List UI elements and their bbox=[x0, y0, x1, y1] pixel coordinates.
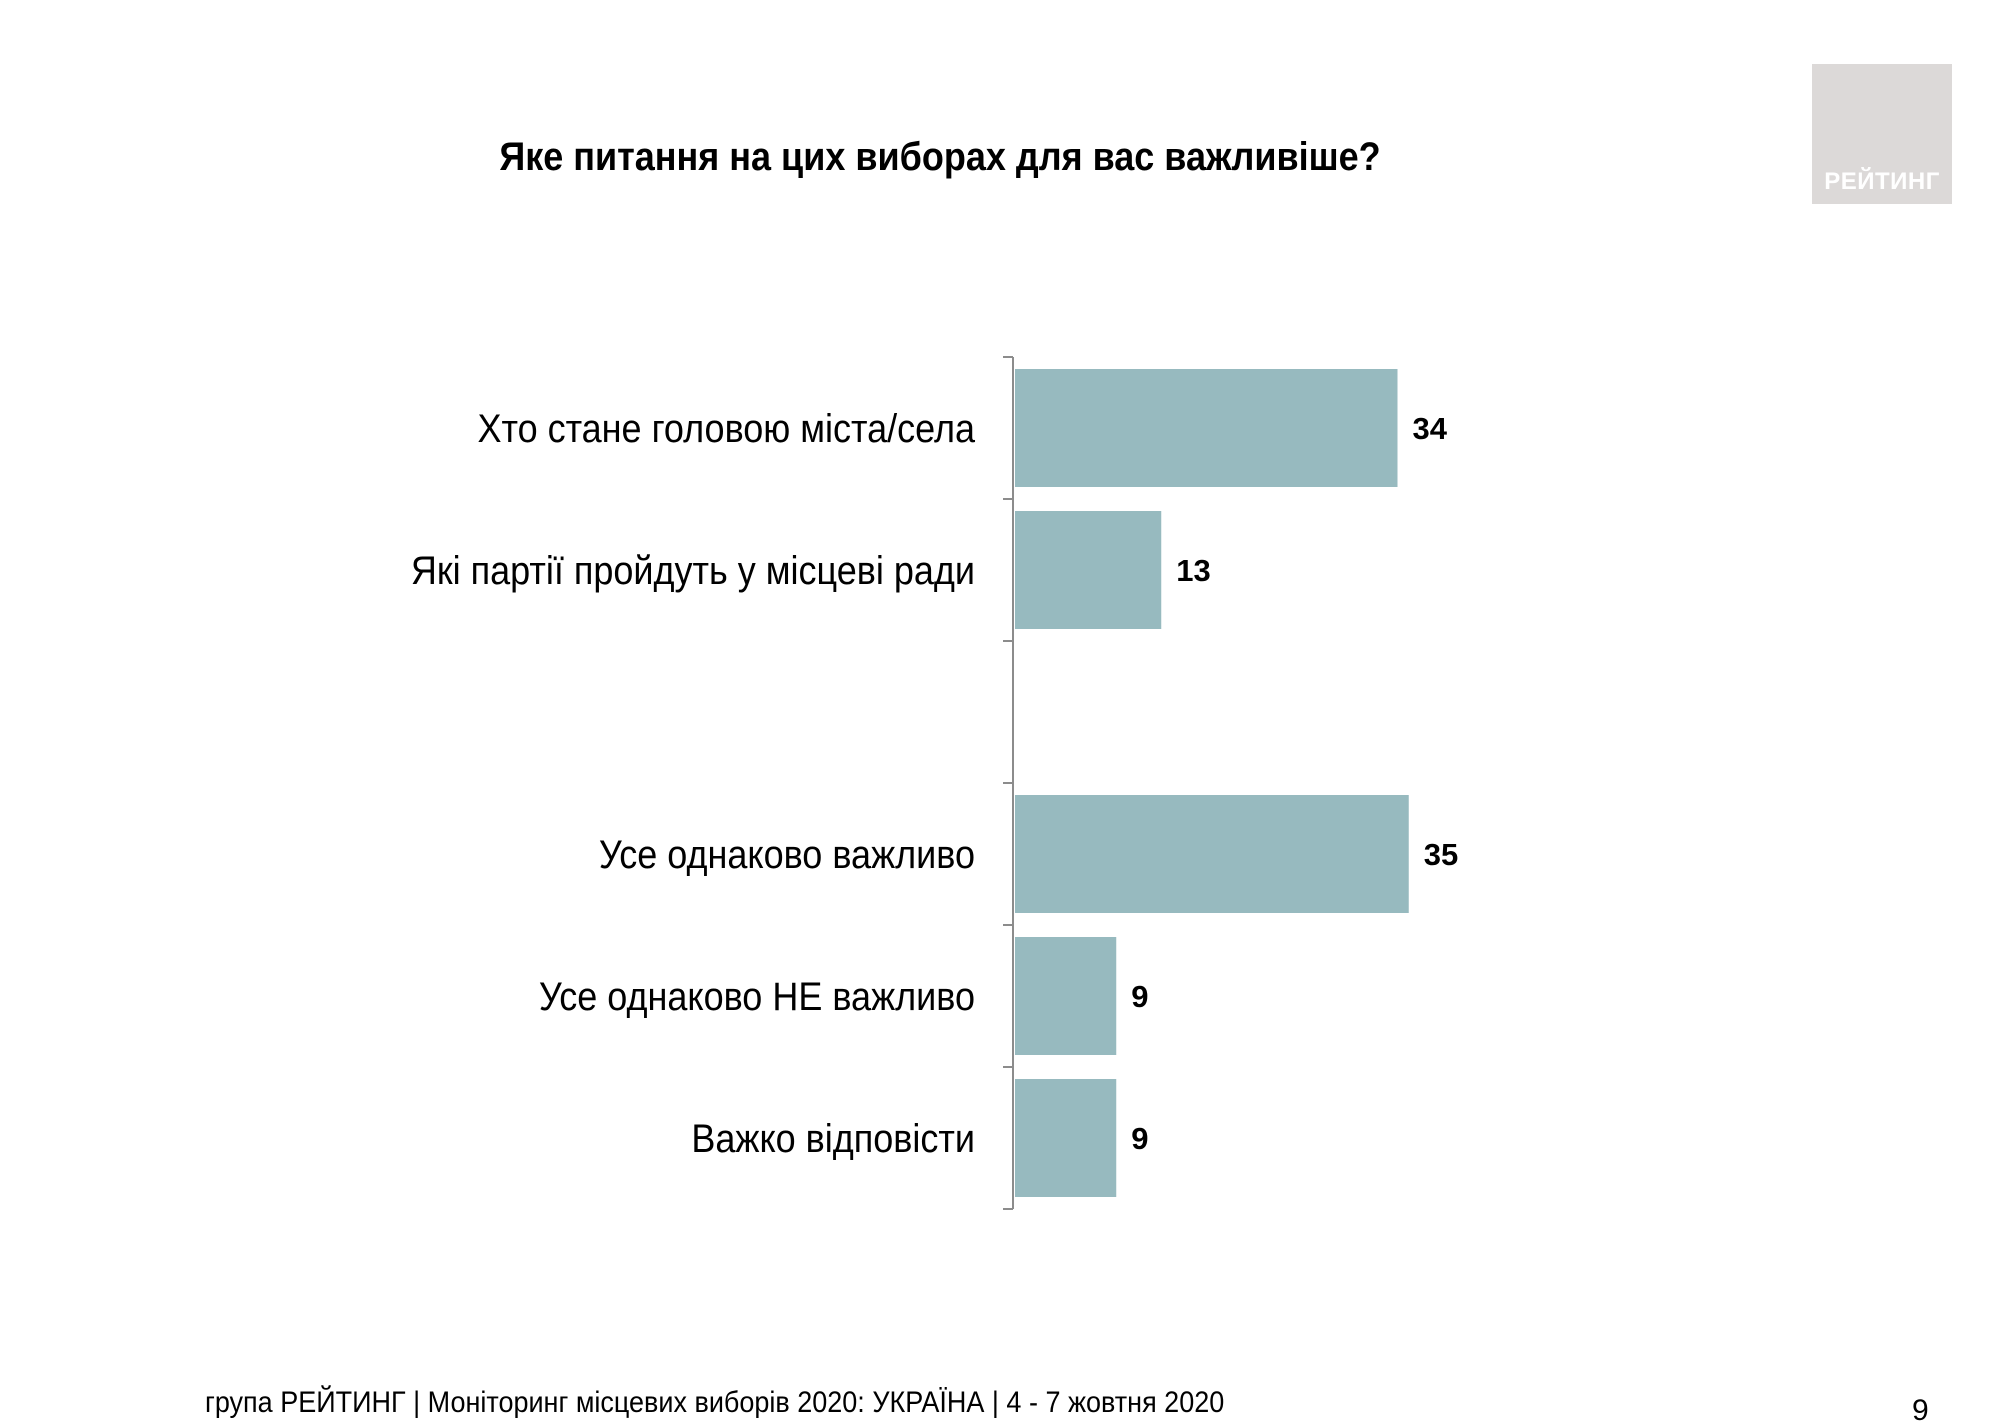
value-label: 35 bbox=[1424, 837, 1458, 872]
category-label: Усе однаково НЕ важливо bbox=[539, 975, 975, 1019]
value-label: 34 bbox=[1413, 411, 1448, 446]
value-label: 13 bbox=[1176, 553, 1210, 588]
rating-logo: РЕЙТИНГ bbox=[1812, 64, 1952, 204]
category-label: Хто стане головою міста/села bbox=[477, 407, 975, 451]
page-number: 9 bbox=[1912, 1394, 1929, 1427]
chart-title: Яке питання на цих виборах для вас важли… bbox=[499, 135, 1381, 179]
bar bbox=[1015, 511, 1162, 629]
footer-text: група РЕЙТИНГ | Моніторинг місцевих вибо… bbox=[205, 1386, 1225, 1419]
logo-text: РЕЙТИНГ bbox=[1824, 168, 1940, 195]
category-label: Важко відповісти bbox=[691, 1117, 975, 1161]
bar bbox=[1015, 1079, 1117, 1197]
category-label: Усе однаково важливо bbox=[599, 833, 975, 877]
bar bbox=[1015, 795, 1409, 913]
category-label: Які партії пройдуть у місцеві ради bbox=[411, 549, 975, 593]
value-label: 9 bbox=[1131, 979, 1148, 1014]
bar bbox=[1015, 937, 1117, 1055]
bar bbox=[1015, 369, 1398, 487]
value-label: 9 bbox=[1131, 1121, 1148, 1156]
